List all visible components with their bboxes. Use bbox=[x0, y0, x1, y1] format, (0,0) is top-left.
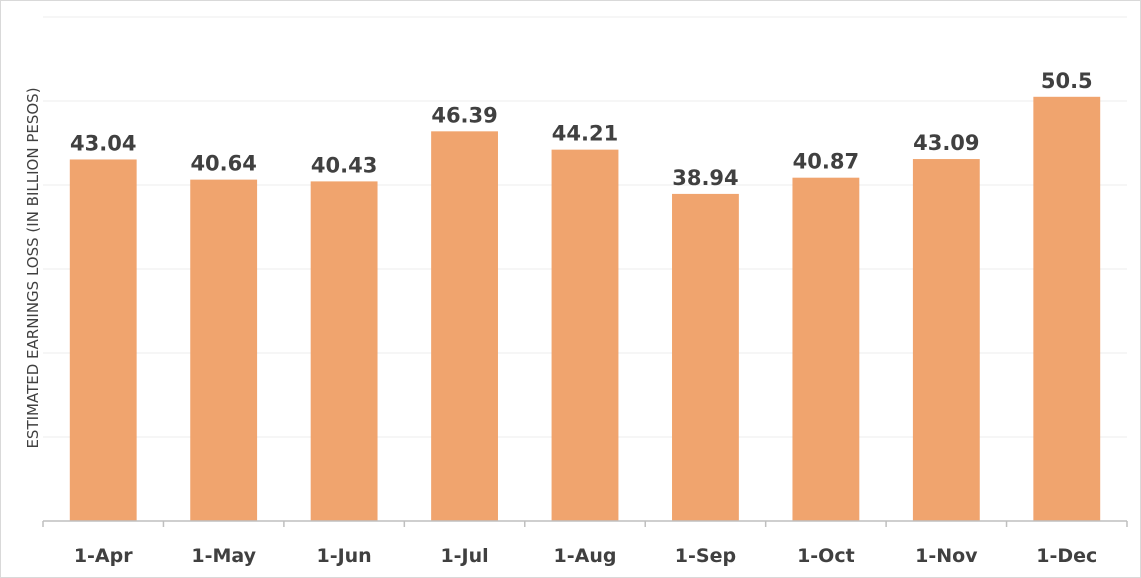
bar-1-dec bbox=[1033, 96, 1101, 522]
x-tick-labels: 1-Apr 1-May 1-Jun 1-Jul 1-Aug 1-Sep 1-Oct 1-Nov… bbox=[74, 545, 1097, 567]
x-tick-label: 1-May bbox=[191, 545, 256, 567]
data-label: 43.09 bbox=[913, 131, 979, 155]
data-label: 50.5 bbox=[1041, 69, 1093, 93]
data-label: 46.39 bbox=[431, 103, 497, 127]
bar-1-apr bbox=[69, 159, 137, 522]
data-label: 44.21 bbox=[552, 122, 618, 146]
x-tick-label: 1-Apr bbox=[74, 545, 133, 567]
data-label: 43.04 bbox=[70, 131, 136, 155]
x-tick-label: 1-Jul bbox=[440, 545, 488, 567]
data-label: 40.87 bbox=[793, 150, 859, 174]
data-label: 38.94 bbox=[672, 166, 738, 190]
data-label: 40.43 bbox=[311, 153, 377, 177]
bar-1-nov bbox=[912, 159, 980, 521]
bars bbox=[69, 96, 1101, 522]
x-tick-label: 1-Jun bbox=[316, 545, 371, 567]
data-label: 40.64 bbox=[190, 152, 256, 176]
bar-1-sep bbox=[672, 193, 739, 522]
x-tick-label: 1-Sep bbox=[675, 545, 736, 567]
bar-1-jul bbox=[431, 131, 498, 521]
bar-1-may bbox=[190, 179, 258, 521]
bar-1-jun bbox=[310, 181, 378, 521]
x-tick-label: 1-Nov bbox=[915, 545, 978, 567]
y-axis-label: ESTIMATED EARNINGS LOSS (IN BILLION PESO… bbox=[24, 87, 42, 448]
x-tick-label: 1-Dec bbox=[1036, 545, 1097, 567]
x-tick-label: 1-Aug bbox=[554, 545, 617, 567]
bar-1-oct bbox=[792, 177, 860, 521]
x-tick-label: 1-Oct bbox=[797, 545, 855, 567]
data-labels: 43.04 40.64 40.43 46.39 44.21 38.94 40.87 43.09… bbox=[70, 69, 1093, 190]
bar-1-aug bbox=[551, 149, 619, 522]
x-axis bbox=[42, 520, 1128, 527]
